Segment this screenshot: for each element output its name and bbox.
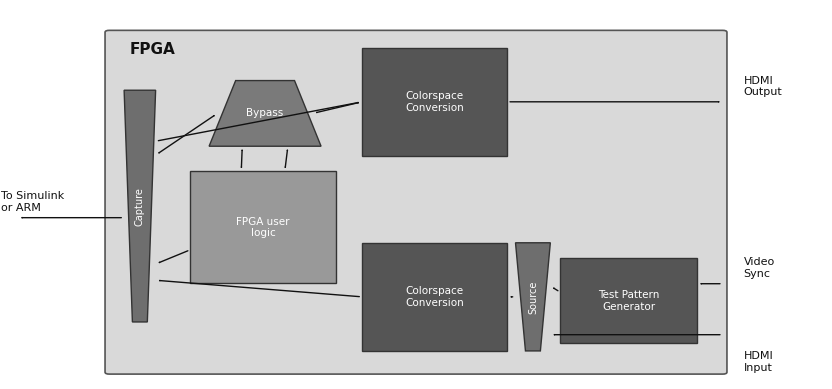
Polygon shape (209, 81, 321, 146)
Text: Bypass: Bypass (246, 109, 284, 118)
Bar (191, 171, 335, 283)
Text: FPGA: FPGA (130, 42, 176, 57)
Polygon shape (124, 90, 156, 322)
Text: Source: Source (528, 280, 538, 314)
Polygon shape (516, 243, 550, 351)
Text: FPGA user
logic: FPGA user logic (236, 217, 290, 238)
Text: Capture: Capture (135, 187, 145, 226)
Text: Colorspace
Conversion: Colorspace Conversion (405, 286, 464, 308)
Text: Test Pattern
Generator: Test Pattern Generator (598, 290, 660, 312)
Bar (362, 243, 508, 351)
FancyBboxPatch shape (105, 30, 727, 374)
Bar (560, 258, 697, 343)
Text: Video
Sync: Video Sync (744, 258, 775, 279)
Bar (362, 48, 508, 156)
Text: Colorspace
Conversion: Colorspace Conversion (405, 91, 464, 112)
Text: To Simulink
or ARM: To Simulink or ARM (2, 191, 65, 213)
Text: HDMI
Input: HDMI Input (744, 351, 773, 373)
Text: HDMI
Output: HDMI Output (744, 75, 782, 97)
